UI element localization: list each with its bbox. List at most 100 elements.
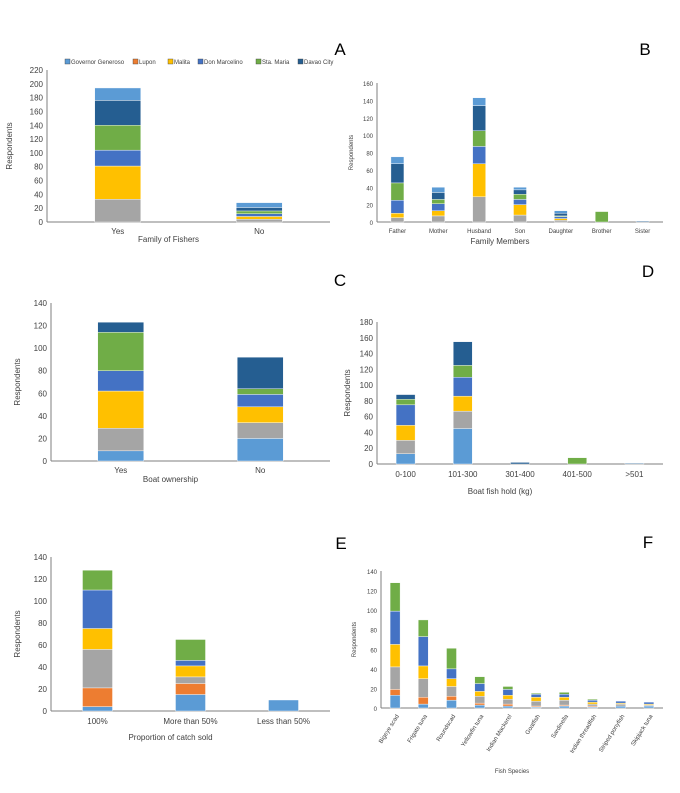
panel-b-category-label: Brother bbox=[592, 229, 612, 235]
panel-d-ytick: 40 bbox=[364, 428, 373, 437]
panel-d-bar-segment bbox=[624, 463, 645, 465]
panel-a-ytick: 20 bbox=[34, 204, 43, 213]
panel-b-bar-segment bbox=[513, 214, 527, 223]
legend-swatch bbox=[167, 58, 174, 65]
panel-b-bar-segment bbox=[554, 213, 568, 217]
panel-a-ytick: 140 bbox=[30, 121, 44, 130]
panel-b-bar-segment bbox=[390, 156, 405, 164]
panel-e-ytick: 0 bbox=[43, 707, 48, 716]
legend-item-label: Malita bbox=[174, 60, 191, 66]
panel-b-bar-segment bbox=[431, 199, 445, 204]
panel-d-ytick: 140 bbox=[360, 350, 374, 359]
panel-e-bar-segment bbox=[175, 639, 206, 661]
panel-b-ytick: 80 bbox=[366, 152, 373, 158]
panel-b-ytick: 120 bbox=[363, 117, 374, 123]
panel-f-bar-segment bbox=[502, 703, 514, 707]
panel-f-category-label: Goatfish bbox=[525, 714, 542, 736]
panel-b-xlabel: Family Members bbox=[470, 237, 529, 246]
legend-swatch bbox=[132, 58, 139, 65]
panel-a-bar-segment bbox=[236, 207, 283, 212]
panel-f-ylabel: Respondents bbox=[352, 622, 358, 657]
panel-f-bar-segment bbox=[502, 689, 514, 696]
panel-f-bar-segment bbox=[418, 703, 429, 709]
panel-a-ytick: 40 bbox=[34, 190, 43, 199]
panel-d-category-label: >501 bbox=[625, 470, 644, 479]
panel-e-bar-segment bbox=[82, 706, 113, 712]
panel-f-bar-segment bbox=[474, 702, 485, 706]
panel-b-ytick: 160 bbox=[363, 82, 374, 88]
panel-f-ytick: 0 bbox=[374, 707, 378, 713]
panel-e-letter: E bbox=[335, 534, 346, 553]
panel-b-category-label: Sister bbox=[635, 229, 650, 235]
panel-b-bar-segment bbox=[390, 213, 405, 218]
panel-a-letter: A bbox=[334, 40, 346, 59]
panel-b-bar-segment bbox=[513, 199, 527, 205]
panel-c-ytick: 100 bbox=[34, 344, 48, 353]
panel-e-bar-segment bbox=[82, 589, 113, 629]
panel-c-bar-segment bbox=[97, 390, 144, 429]
panel-b-ytick: 100 bbox=[363, 134, 374, 140]
legend-swatch bbox=[64, 58, 71, 65]
panel-c-bar-segment bbox=[97, 450, 144, 462]
panel-f-category-label: Bigeye scad bbox=[378, 714, 400, 745]
panel-c-xlabel: Boat ownership bbox=[143, 475, 199, 484]
panel-a-bar-segment bbox=[94, 87, 141, 101]
panel-b-bar-segment bbox=[472, 163, 486, 198]
panel-b-bar-segment bbox=[431, 187, 445, 193]
panel-f-category-label: Frigate tuna bbox=[407, 713, 429, 744]
panel-a-bar-segment bbox=[236, 216, 283, 220]
panel-d-bar-segment bbox=[395, 399, 416, 406]
panel-c-category-label: Yes bbox=[114, 466, 127, 475]
panel-f-bar-segment bbox=[559, 694, 570, 698]
panel-f-bar-segment bbox=[474, 696, 485, 704]
panel-c-ytick: 40 bbox=[38, 412, 47, 421]
panel-f-bar-segment bbox=[559, 692, 570, 695]
panel-d-bar-segment bbox=[453, 410, 473, 429]
panel-d-ytick: 0 bbox=[369, 460, 374, 469]
panel-a-ytick: 60 bbox=[34, 177, 43, 186]
panel-f-bar-segment bbox=[418, 619, 429, 637]
panel-f-ytick: 20 bbox=[370, 687, 377, 693]
panel-f-bar-segment bbox=[502, 698, 514, 705]
panel-e-bar-segment bbox=[82, 649, 113, 689]
panel-b-bar-segment bbox=[513, 189, 527, 195]
panel-f-bar-segment bbox=[587, 703, 598, 707]
panel-d-bar-segment bbox=[453, 341, 473, 366]
panel-f-bar-segment bbox=[587, 698, 598, 701]
panel-d-bar-segment bbox=[395, 453, 416, 465]
panel-e-ytick: 20 bbox=[38, 685, 47, 694]
panel-b-category-label: Father bbox=[389, 229, 406, 235]
panel-b-ylabel: Respondents bbox=[349, 135, 355, 170]
panel-d-bar-segment bbox=[453, 428, 473, 465]
panel-f-bar-segment bbox=[446, 648, 457, 670]
panel-f-bar-segment bbox=[474, 691, 485, 697]
panel-d-category-label: 101-300 bbox=[448, 470, 478, 479]
panel-f-bar-segment bbox=[446, 668, 457, 679]
panel-b-bar-segment bbox=[472, 105, 486, 131]
panel-b-bar-segment bbox=[390, 163, 405, 184]
panel-f-bar-segment bbox=[559, 705, 570, 709]
panel-f-category-label: Sardinella bbox=[551, 713, 571, 739]
panel-d-bar-segment bbox=[453, 395, 473, 412]
panel-d-bar-segment bbox=[453, 365, 473, 378]
panel-f-ytick: 140 bbox=[367, 570, 378, 576]
panel-a-ytick: 200 bbox=[30, 80, 44, 89]
panel-f-bar-segment bbox=[446, 696, 457, 701]
panel-a-bar-segment bbox=[94, 125, 141, 151]
panel-e-bar-segment bbox=[175, 676, 206, 684]
panel-f-bar-segment bbox=[418, 636, 429, 667]
panel-b-category-label: Daughter bbox=[549, 229, 574, 235]
panel-c-ylabel: Respondents bbox=[13, 358, 22, 405]
panel-f-bar-segment bbox=[474, 704, 485, 709]
panel-d-bar-segment bbox=[395, 394, 416, 400]
panel-c-bar-segment bbox=[237, 388, 284, 395]
legend-swatch bbox=[197, 58, 204, 65]
legend-item-label: Sta. Maria bbox=[262, 60, 290, 66]
panel-c-bar-segment bbox=[97, 370, 144, 392]
panel-a-ylabel: Respondents bbox=[5, 122, 14, 169]
panel-f-bar-segment bbox=[474, 683, 485, 692]
panel-f-bar-segment bbox=[474, 676, 485, 684]
panel-b-bar-segment bbox=[554, 218, 568, 221]
panel-f-bar-segment bbox=[418, 697, 429, 705]
panel-a-ytick: 0 bbox=[39, 218, 44, 227]
